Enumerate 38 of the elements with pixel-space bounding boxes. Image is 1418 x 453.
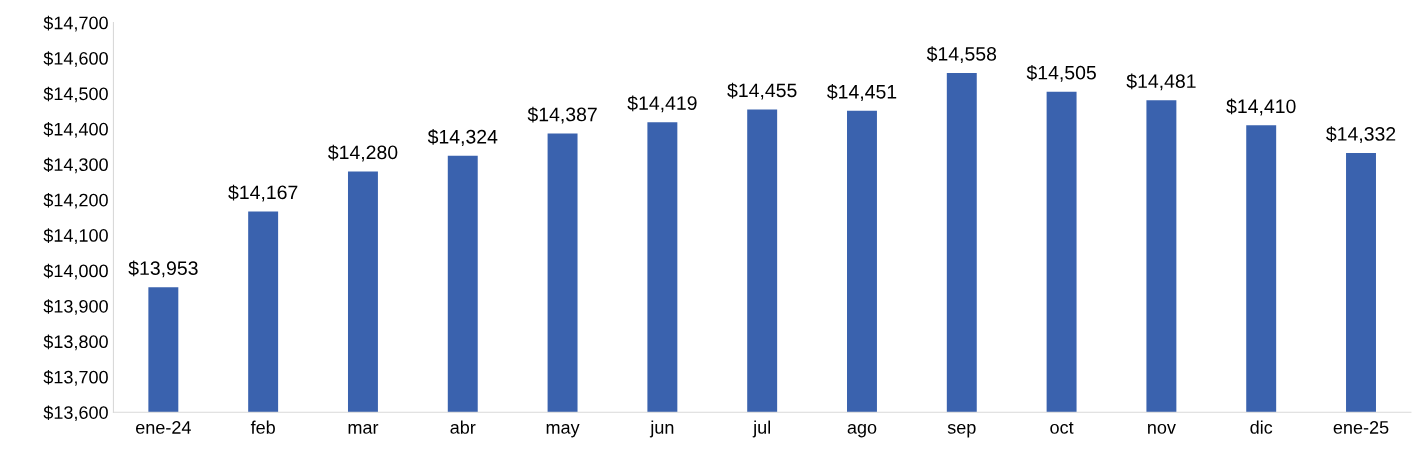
- y-tick-label: $13,800: [43, 334, 108, 351]
- x-tick-label: feb: [250, 420, 275, 434]
- x-tick-label: nov: [1148, 423, 1176, 434]
- y-tick-label: $14,300: [43, 157, 108, 174]
- data-label: $14,451: [827, 84, 897, 101]
- y-tick-label: $14,500: [43, 86, 108, 103]
- data-label: $14,419: [627, 95, 697, 113]
- y-tick-label: $14,700: [43, 15, 108, 32]
- x-tick-label: ene-24: [136, 421, 191, 434]
- y-tick-label: $14,000: [43, 263, 108, 280]
- y-tick-label: $13,600: [43, 405, 108, 422]
- y-tick-label: $14,100: [43, 228, 108, 244]
- x-tick-label: jun: [649, 420, 674, 438]
- data-label: $14,332: [1326, 126, 1396, 144]
- y-tick-label: $14,600: [43, 51, 108, 67]
- x-tick-label: oct: [1050, 421, 1074, 434]
- data-label: $14,167: [228, 184, 298, 202]
- data-label: $14,324: [427, 129, 498, 146]
- data-label: $14,505: [1026, 64, 1096, 82]
- y-tick-label: $13,900: [43, 299, 108, 315]
- y-tick-label: $13,700: [43, 369, 108, 386]
- x-tick-label: may: [546, 423, 580, 438]
- y-tick-label: $14,400: [43, 122, 108, 138]
- data-label: $14,558: [926, 46, 997, 64]
- x-tick-label: jul: [752, 420, 770, 438]
- x-tick-label: dic: [1250, 420, 1273, 434]
- x-tick-label: ago: [847, 423, 877, 438]
- data-label: $14,387: [527, 106, 597, 124]
- data-label: $14,410: [1226, 98, 1296, 116]
- data-label: $14,280: [328, 144, 398, 162]
- x-tick-label: abr: [450, 420, 476, 434]
- data-label: $14,481: [1126, 73, 1196, 91]
- data-label: $13,953: [128, 260, 198, 278]
- x-tick-label: sep: [947, 423, 976, 438]
- y-tick-label: $14,200: [43, 192, 108, 209]
- x-tick-label: mar: [348, 423, 379, 434]
- data-label: $14,455: [727, 82, 797, 100]
- x-tick-label: ene-25: [1333, 421, 1389, 434]
